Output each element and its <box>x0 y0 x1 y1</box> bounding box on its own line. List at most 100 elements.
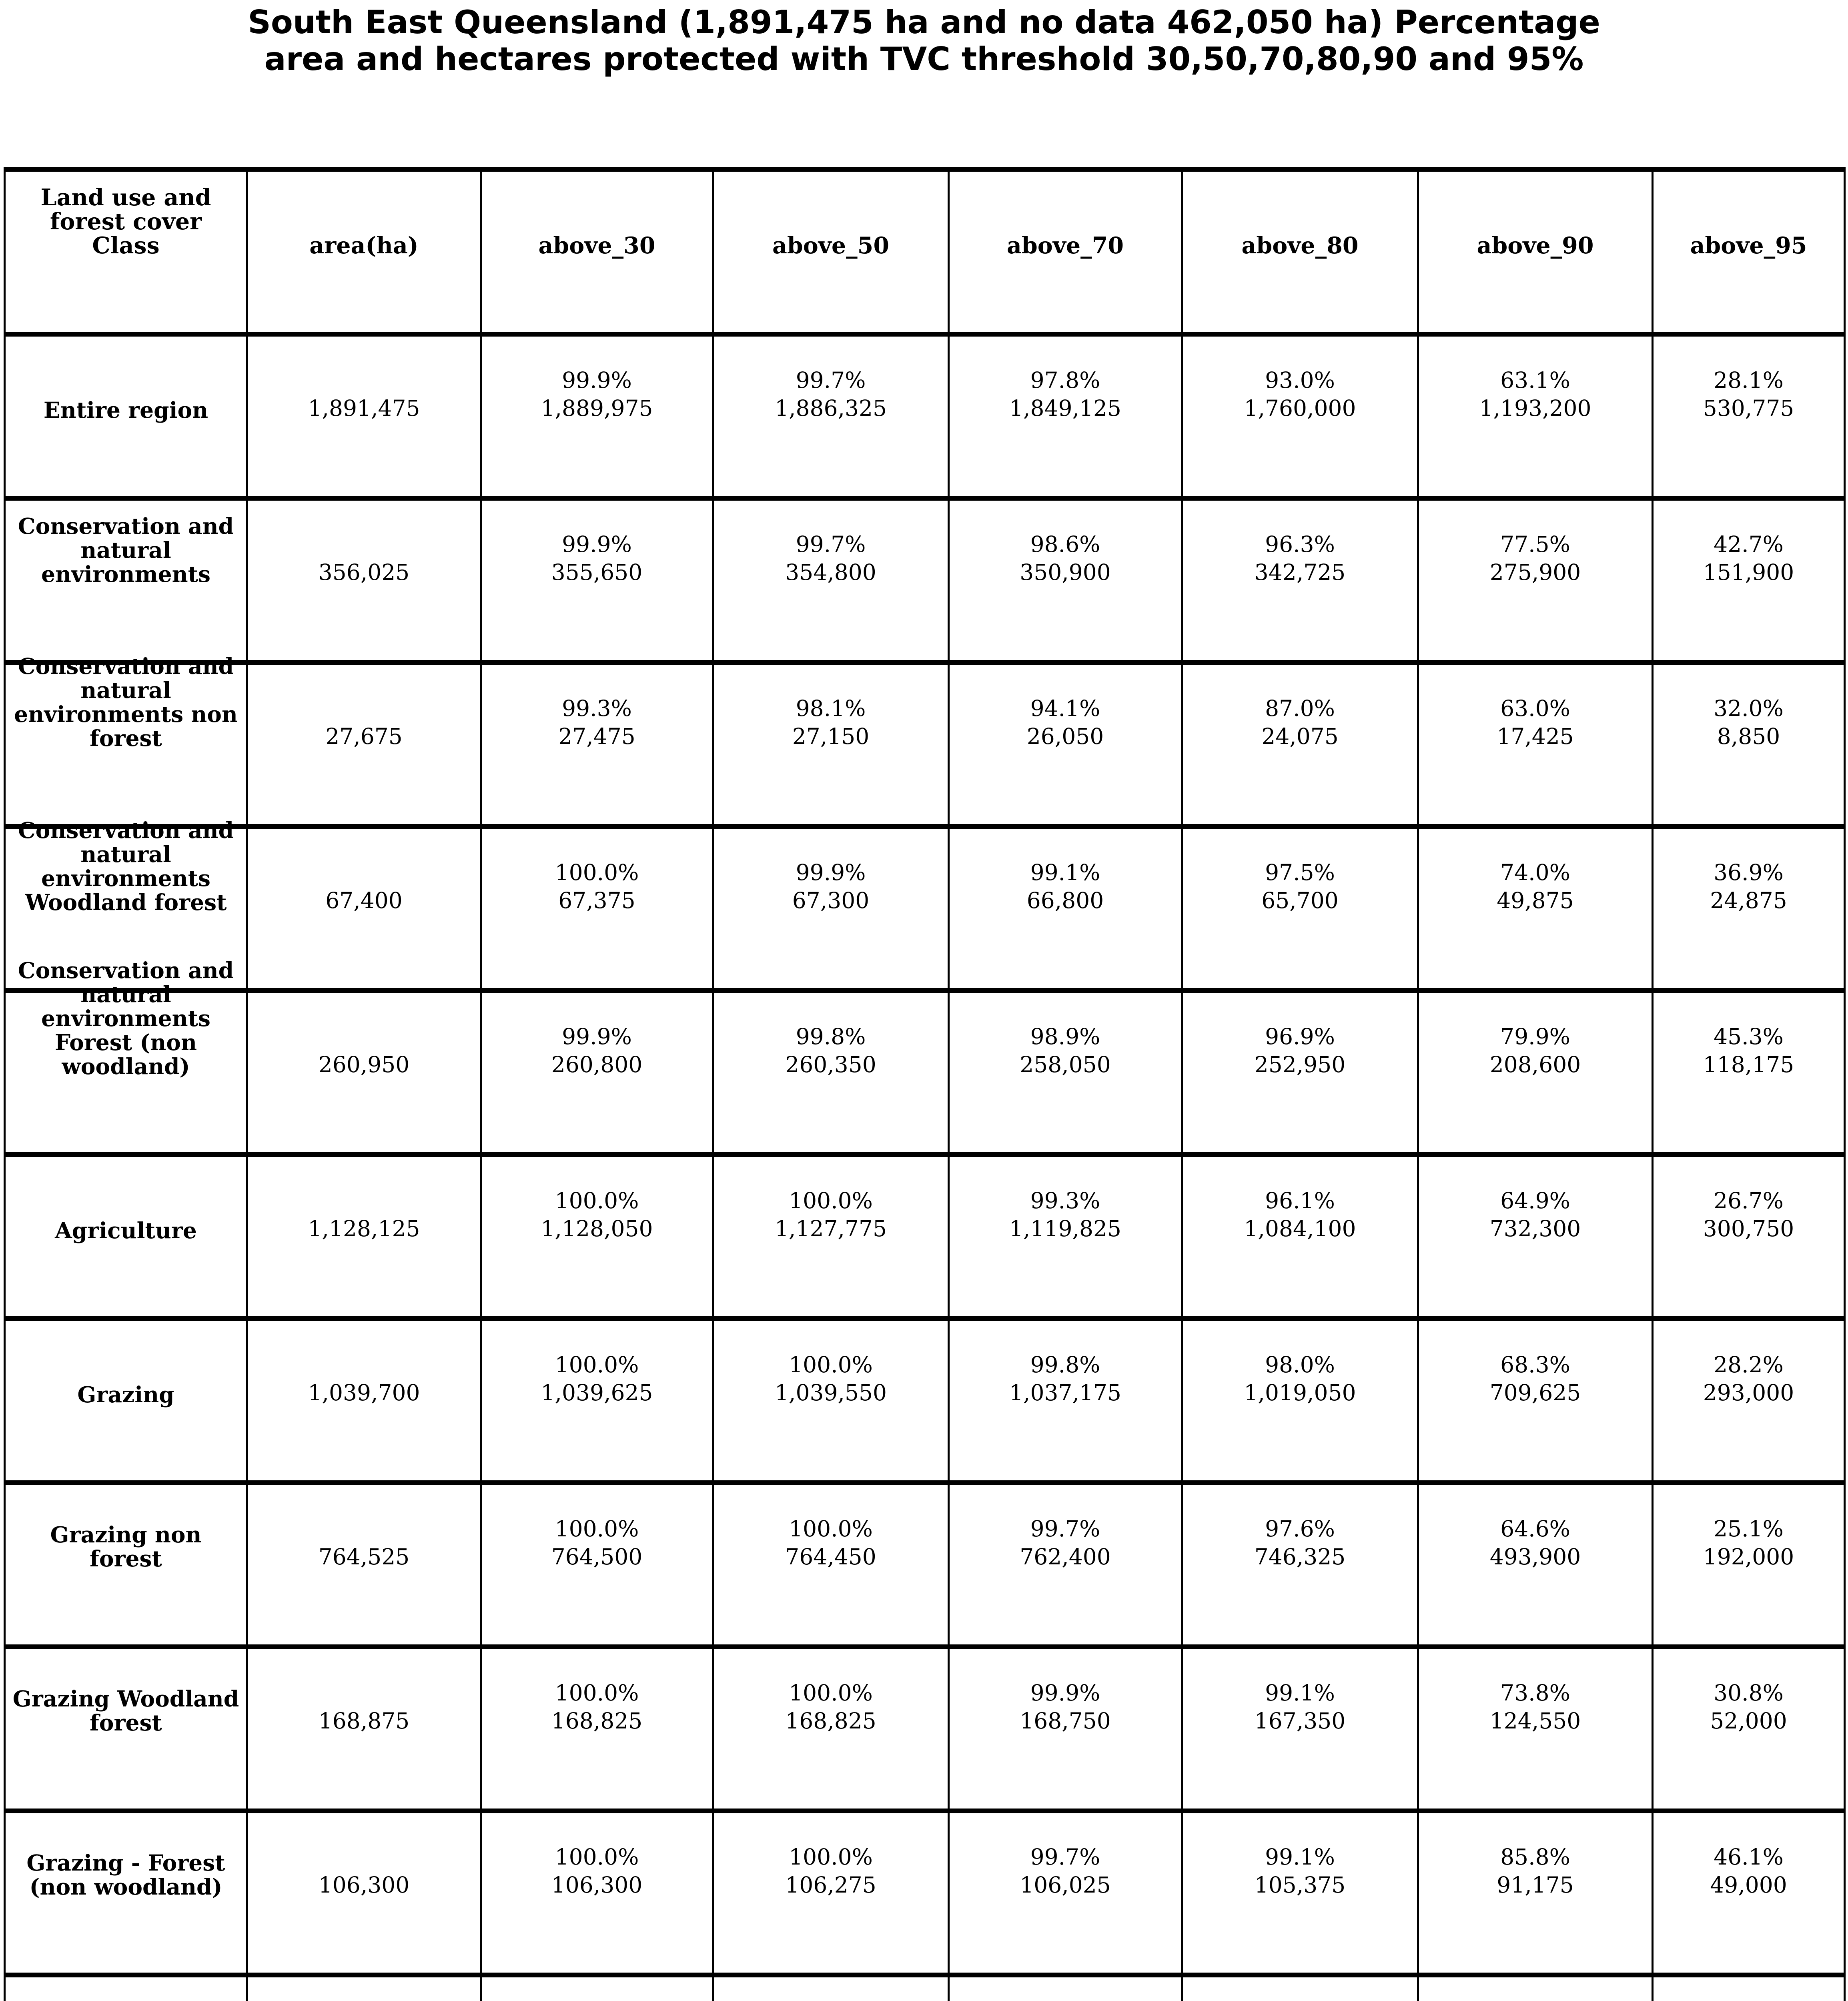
column-header: Land use and forest cover Class <box>40 184 211 259</box>
above-70-cell: 97.8% 1,849,125 <box>948 337 1181 496</box>
header-cell-class: Land use and forest cover Class <box>6 172 246 332</box>
percent-value: 79.9% <box>1500 1024 1570 1049</box>
row-label: Conservation and natural environments <box>18 513 234 587</box>
above-50-cell: 99.9% 67,300 <box>712 829 948 988</box>
percent-value: 93.0% <box>1265 367 1335 393</box>
hectares-value: 192,000 <box>1703 1544 1794 1570</box>
percent-value: 99.7% <box>796 367 866 393</box>
area-cell: 1,039,700 <box>246 1321 480 1480</box>
hectares-value: 764,450 <box>785 1544 876 1570</box>
hectares-value: 106,300 <box>551 1872 643 1898</box>
area-cell: 764,525 <box>246 1485 480 1644</box>
row-label: Entire region <box>43 397 208 423</box>
above-50-cell: 99.8% 260,350 <box>712 993 948 1152</box>
hectares-value: 258,050 <box>1020 1052 1111 1077</box>
above-95-cell: 45.3% 118,175 <box>1652 993 1844 1152</box>
hectares-value: 1,889,975 <box>541 395 653 421</box>
above-95-cell: 28.1% 530,775 <box>1652 337 1844 496</box>
table-row: Grazing non forest 764,525 100.0% 764,500… <box>6 1485 1844 1649</box>
column-header: above_90 <box>1477 232 1594 259</box>
hectares-value: 260,350 <box>785 1052 876 1077</box>
percent-value: 100.0% <box>555 1352 639 1377</box>
above-30-cell: 100.0% 1,039,625 <box>480 1321 712 1480</box>
hectares-value: 293,000 <box>1703 1380 1794 1406</box>
percent-value: 99.1% <box>1265 1844 1335 1870</box>
hectares-value: 208,600 <box>1489 1052 1581 1077</box>
above-90-cell: 63.0% 17,425 <box>1417 665 1652 824</box>
table-row: Conservation and natural environments no… <box>6 654 1844 829</box>
hectares-value: 746,325 <box>1254 1544 1346 1570</box>
hectares-value: 1,084,100 <box>1244 1216 1356 1241</box>
hectares-value: 709,625 <box>1489 1380 1581 1406</box>
area-value: 764,525 <box>318 1544 410 1570</box>
above-30-cell: 99.3% 27,475 <box>480 665 712 824</box>
above-70-cell: 98.6% 350,900 <box>948 501 1181 660</box>
hectares-value: 342,725 <box>1254 559 1346 585</box>
column-header: above_70 <box>1006 232 1124 259</box>
percent-value: 100.0% <box>789 1188 873 1213</box>
above-90-cell: 85.8% 91,175 <box>1417 1813 1652 1973</box>
page-title: South East Queensland (1,891,475 ha and … <box>248 4 1600 78</box>
hectares-value: 66,800 <box>1026 888 1104 913</box>
above-30-cell: 100.0% 764,500 <box>480 1485 712 1644</box>
row-label-cell: Conservation and natural environments Wo… <box>6 818 246 988</box>
above-90-cell: 24.1%15,600 <box>1417 1977 1652 2001</box>
percent-value: 100.0% <box>555 1516 639 1542</box>
percent-value: 98.6% <box>1030 531 1100 557</box>
above-95-cell: 8.4%5,425 <box>1652 1977 1844 2001</box>
column-header: above_80 <box>1241 232 1359 259</box>
above-90-cell: 73.8% 124,550 <box>1417 1649 1652 1809</box>
percent-value: 100.0% <box>789 1516 873 1542</box>
header-cell-above-95: above_95 <box>1652 172 1844 332</box>
above-90-cell: 63.1% 1,193,200 <box>1417 337 1652 496</box>
hectares-value: 260,800 <box>551 1052 643 1077</box>
above-30-cell: 100.0% 67,375 <box>480 829 712 988</box>
column-header: area(ha) <box>309 232 419 259</box>
percent-value: 99.7% <box>796 531 866 557</box>
above-30-cell: 100.0%64,800 <box>480 1977 712 2001</box>
hectares-value: 106,275 <box>785 1872 876 1898</box>
above-50-cell: 100.0% 1,127,775 <box>712 1157 948 1316</box>
hectares-value: 1,128,050 <box>541 1216 653 1241</box>
hectares-value: 252,950 <box>1254 1052 1346 1077</box>
hectares-value: 1,849,125 <box>1009 395 1121 421</box>
above-80-cell: 96.1% 1,084,100 <box>1181 1157 1417 1316</box>
hectares-value: 65,700 <box>1261 888 1339 913</box>
percent-value: 68.3% <box>1500 1352 1570 1377</box>
hectares-value: 1,886,325 <box>775 395 887 421</box>
hectares-value: 105,375 <box>1254 1872 1346 1898</box>
row-label-cell: Grazing Woodland forest <box>6 1649 246 1809</box>
above-30-cell: 100.0% 1,128,050 <box>480 1157 712 1316</box>
hectares-value: 355,650 <box>551 559 643 585</box>
percent-value: 77.5% <box>1500 531 1570 557</box>
percent-value: 99.7% <box>1030 1844 1100 1870</box>
hectares-value: 493,900 <box>1489 1544 1581 1570</box>
above-50-cell: 99.7% 354,800 <box>712 501 948 660</box>
row-label: Grazing non forest <box>50 1522 202 1572</box>
table-row: Grazing Woodland forest 168,875 100.0% 16… <box>6 1649 1844 1813</box>
above-30-cell: 99.9% 1,889,975 <box>480 337 712 496</box>
above-50-cell: 100.0% 764,450 <box>712 1485 948 1644</box>
percent-value: 97.5% <box>1265 860 1335 885</box>
hectares-value: 1,760,000 <box>1244 395 1356 421</box>
percent-value: 64.6% <box>1500 1516 1570 1542</box>
above-90-cell: 79.9% 208,600 <box>1417 993 1652 1152</box>
above-90-cell: 64.6% 493,900 <box>1417 1485 1652 1644</box>
percent-value: 98.0% <box>1265 1352 1335 1377</box>
hectares-value: 124,550 <box>1489 1708 1581 1734</box>
area-value: 260,950 <box>318 1052 410 1077</box>
above-50-cell: 99.7% 1,886,325 <box>712 337 948 496</box>
row-label-cell: Entire region <box>6 337 246 496</box>
percent-value: 99.9% <box>796 860 866 885</box>
column-header: above_95 <box>1690 232 1807 259</box>
row-label-cell: Grazing - Forest (non woodland) <box>6 1813 246 1973</box>
area-value: 1,128,125 <box>308 1216 420 1241</box>
table-row: Irrigation 64,800 100.0%64,800 99.7%64,6… <box>6 1977 1844 2001</box>
hectares-value: 530,775 <box>1703 395 1794 421</box>
percent-value: 99.9% <box>562 367 632 393</box>
column-header: above_30 <box>538 232 655 259</box>
above-80-cell: 99.1% 167,350 <box>1181 1649 1417 1809</box>
area-value: 1,039,700 <box>308 1380 420 1406</box>
hectares-value: 167,350 <box>1254 1708 1346 1734</box>
table-row: Conservation and natural environments 35… <box>6 501 1844 665</box>
